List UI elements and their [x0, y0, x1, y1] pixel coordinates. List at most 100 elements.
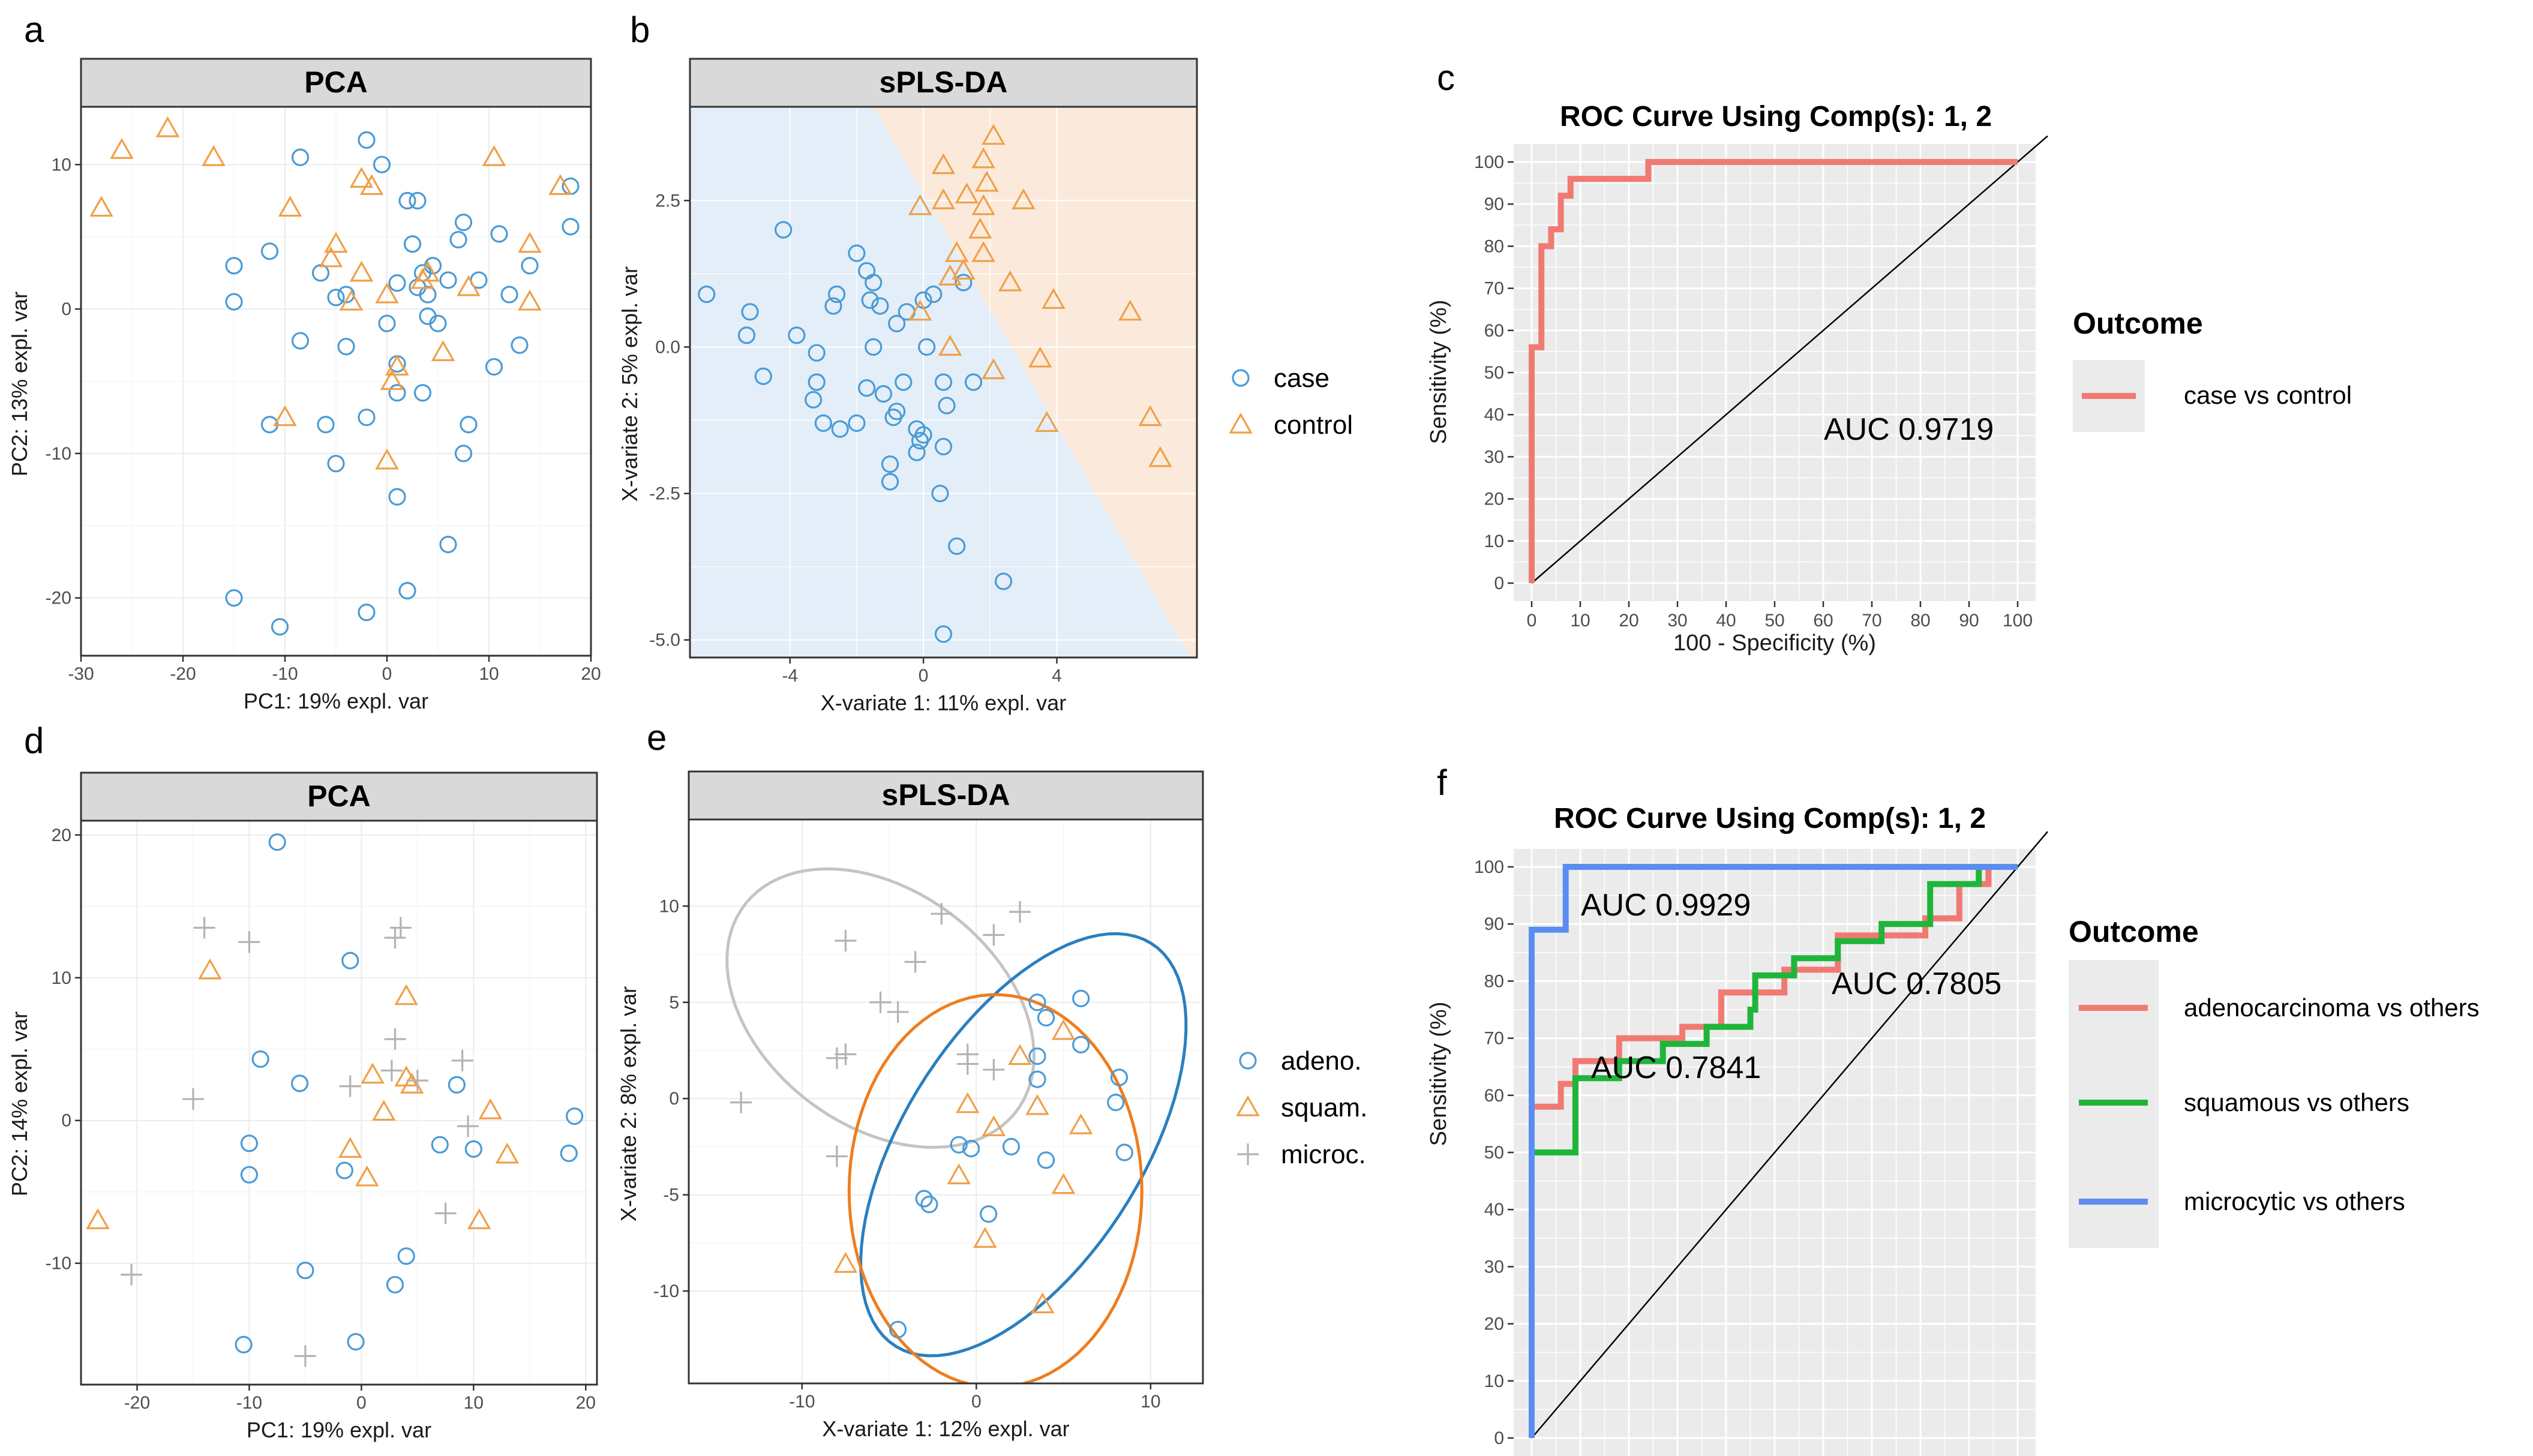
data-point: [831, 420, 849, 438]
data-point: [324, 232, 348, 253]
data-point: [931, 188, 956, 209]
data-point: [915, 1190, 933, 1208]
chart-title-b: sPLS-DA: [880, 65, 1008, 99]
facet-strip-d: [80, 771, 598, 822]
data-point: [155, 116, 180, 137]
roc-curve: [1529, 864, 2018, 1438]
data-point: [358, 604, 376, 622]
data-point: [485, 358, 503, 376]
x-tick-label: 30: [1667, 611, 1687, 631]
legend-label: control: [1274, 410, 1353, 440]
data-point: [439, 535, 457, 554]
data-point: [908, 299, 932, 321]
x-tick-label: 10: [479, 664, 499, 684]
data-point: [388, 274, 406, 292]
data-point: [358, 131, 376, 149]
data-point: [454, 445, 473, 463]
x-tick-label: 20: [581, 664, 601, 684]
legend-title: Outcome: [2069, 915, 2199, 948]
data-point: [416, 260, 440, 282]
data-point: [983, 924, 1005, 946]
panel-e: e sPLS-DA -10 0 10 -10 -5 0 5 10 X-variate 1: 12% …: [616, 718, 1204, 1441]
legend-e: adeno. squam. microc.: [1236, 1046, 1367, 1169]
data-point: [828, 285, 846, 304]
panel-c: c ROC Curve Using Comp(s): 1, 2 0 10 20 30 40 5…: [1426, 58, 2352, 656]
legend-key: [1237, 1143, 1259, 1165]
data-point: [931, 903, 953, 925]
chart-title-c: ROC Curve Using Comp(s): 1, 2: [1560, 101, 1992, 133]
y-tick-label: 10: [52, 155, 71, 175]
data-point: [1138, 405, 1162, 427]
x-tick-label: -30: [68, 664, 94, 684]
data-point: [518, 289, 542, 311]
x-tick-label: 20: [1619, 611, 1638, 631]
reference-diagonal: [1531, 135, 2048, 584]
x-tick-label: 10: [1570, 611, 1590, 631]
data-point: [339, 1075, 361, 1097]
data-point: [338, 1137, 362, 1158]
panel-border-a: [80, 106, 592, 657]
data-point: [1025, 1094, 1049, 1115]
panel-d: d PCA -20 -10 0 10 20 -10 0 10 20 PC1: 19% expl. va…: [7, 721, 598, 1442]
data-point: [955, 182, 979, 204]
x-tick-label: 60: [1813, 611, 1833, 631]
data-point: [881, 473, 899, 491]
data-point: [198, 958, 222, 980]
y-tick-label: 80: [1484, 236, 1504, 256]
data-point: [271, 618, 289, 636]
series-control: [908, 124, 1172, 467]
x-tick-label: -4: [782, 666, 798, 686]
legend-label: case vs control: [2184, 381, 2352, 409]
data-point: [349, 167, 374, 188]
panel-label-c: c: [1437, 58, 1455, 98]
data-point: [975, 170, 999, 192]
y-tick-label: 0: [1494, 1428, 1504, 1448]
data-point: [373, 155, 391, 173]
data-point: [858, 379, 876, 397]
plot-area-e: [689, 819, 1203, 1383]
data-point: [182, 1088, 204, 1110]
confidence-ellipse: [859, 932, 1188, 1358]
data-point: [464, 1140, 482, 1158]
y-tick-label: 0.0: [655, 337, 680, 357]
y-tick-label: 80: [1484, 971, 1504, 991]
y-tick-label: 40: [1484, 1200, 1504, 1220]
data-point: [500, 286, 518, 304]
legend-key: [1232, 369, 1250, 387]
y-tick-label: 5: [669, 993, 679, 1013]
data-point: [294, 1345, 316, 1367]
data-point: [741, 303, 759, 321]
data-point: [938, 397, 956, 415]
plot-background-d: [81, 821, 597, 1385]
data-point: [971, 241, 995, 262]
data-point: [908, 443, 926, 461]
data-point: [1072, 1035, 1090, 1053]
chart-title-d: PCA: [307, 779, 371, 813]
legend-b: case control: [1229, 364, 1353, 440]
data-point: [359, 174, 384, 196]
data-point: [560, 1144, 578, 1163]
panel-b: b sPLS-DA -4 0 4 -5.0 -2.5 0.0 2.5 X-variate 1: 1…: [617, 10, 1198, 715]
y-tick-label: 100: [1474, 857, 1504, 877]
y-tick-label: 50: [1484, 1143, 1504, 1163]
data-point: [956, 1053, 979, 1075]
data-point: [835, 1043, 857, 1065]
data-point: [429, 314, 447, 332]
data-point: [431, 1136, 449, 1154]
data-point: [833, 1251, 858, 1273]
data-point: [874, 385, 893, 403]
y-tick-label: 10: [1484, 532, 1504, 551]
data-point: [962, 1140, 980, 1158]
data-point: [925, 285, 943, 304]
data-point: [413, 384, 432, 402]
data-point: [980, 1205, 998, 1223]
data-point: [290, 1074, 309, 1092]
y-tick-label: -10: [46, 444, 71, 464]
data-point: [457, 275, 481, 296]
data-point: [982, 1115, 1006, 1136]
data-point: [1008, 1044, 1032, 1065]
series-control: [89, 116, 572, 470]
data-point: [291, 148, 310, 166]
data-point: [973, 1227, 997, 1248]
x-tick-label: 20: [576, 1393, 596, 1413]
